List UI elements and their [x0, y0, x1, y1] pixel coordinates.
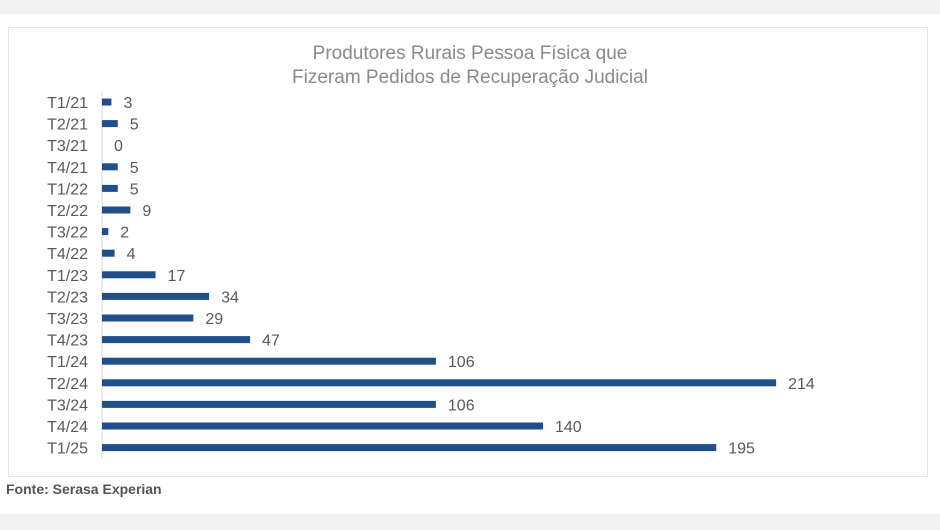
bar	[102, 357, 436, 365]
chart-title-line-2: Fizeram Pedidos de Recuperação Judicial	[292, 67, 648, 88]
data-label: 29	[205, 311, 223, 328]
category-label: T1/23	[47, 268, 88, 285]
category-label: T4/23	[47, 333, 88, 350]
data-label: 47	[262, 333, 280, 350]
category-label: T2/24	[47, 376, 88, 393]
category-label: T2/22	[47, 203, 88, 220]
bar	[102, 292, 210, 300]
data-label: 5	[130, 117, 139, 134]
category-label: T1/22	[47, 181, 88, 198]
data-label: 106	[448, 397, 475, 414]
category-label: T3/22	[47, 225, 88, 242]
chart-title-line-1: Produtores Rurais Pessoa Física que	[312, 43, 628, 64]
bar	[102, 444, 717, 452]
data-label: 2	[120, 225, 129, 242]
bar	[102, 271, 156, 279]
category-label: T2/21	[47, 117, 88, 134]
category-label: T3/21	[47, 138, 88, 155]
category-label: T4/24	[47, 419, 88, 436]
data-label: 5	[130, 181, 139, 198]
bar	[102, 249, 115, 257]
bar	[102, 336, 251, 344]
data-label: 34	[221, 289, 239, 306]
bar	[102, 379, 777, 387]
category-label: T3/24	[47, 397, 88, 414]
category-label: T3/23	[47, 311, 88, 328]
category-label: T1/25	[47, 441, 88, 458]
data-label: 3	[123, 95, 132, 112]
data-label: 5	[130, 160, 139, 177]
category-label: T1/24	[47, 354, 88, 371]
data-label: 4	[127, 246, 136, 263]
source-note: Fonte: Serasa Experian	[6, 481, 162, 497]
data-label: 0	[114, 138, 123, 155]
data-label: 214	[788, 376, 815, 393]
data-label: 106	[448, 354, 475, 371]
data-label: 9	[142, 203, 151, 220]
bar	[102, 400, 436, 408]
data-label: 17	[168, 268, 186, 285]
top-band	[0, 0, 940, 14]
bar	[102, 163, 118, 171]
bar	[102, 206, 131, 214]
bar	[102, 314, 194, 322]
category-label: T2/23	[47, 289, 88, 306]
bar	[102, 184, 118, 192]
bar	[102, 120, 118, 128]
category-label: T4/22	[47, 246, 88, 263]
bar	[102, 98, 112, 106]
bar	[102, 422, 543, 430]
category-label: T1/21	[47, 95, 88, 112]
chart-title: Produtores Rurais Pessoa Física que Fize…	[0, 42, 940, 90]
category-label: T4/21	[47, 160, 88, 177]
bar	[102, 228, 109, 236]
data-label: 140	[555, 419, 582, 436]
data-label: 195	[728, 441, 755, 458]
